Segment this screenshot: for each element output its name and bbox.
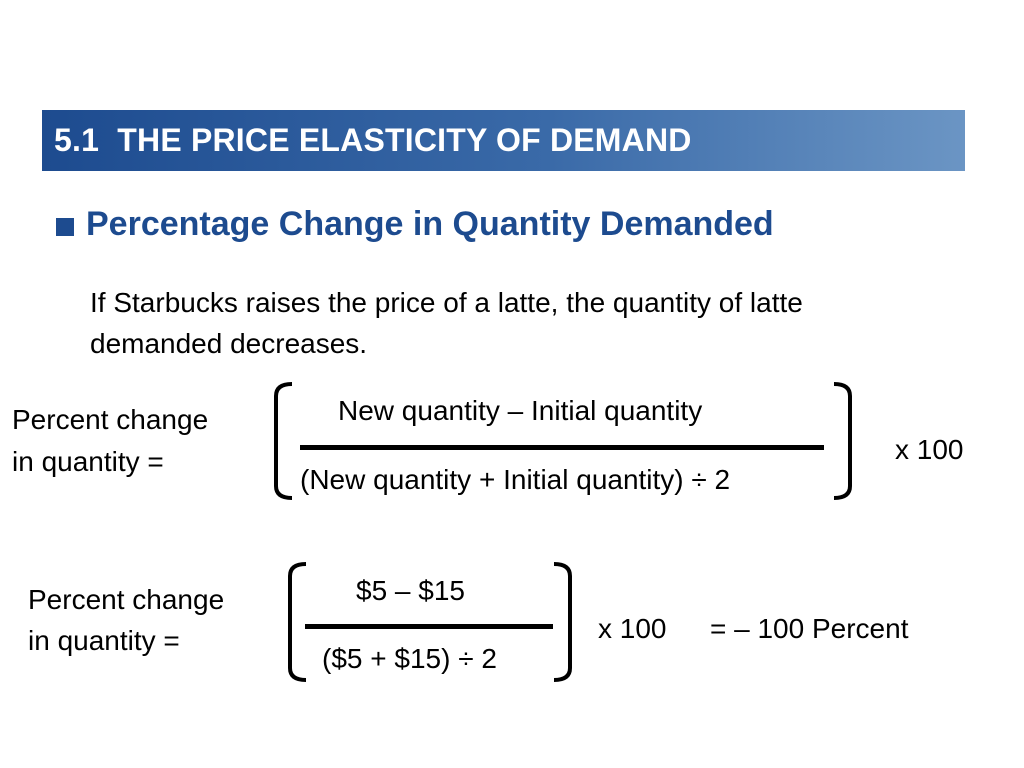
example-label-line1: Percent change	[28, 584, 225, 615]
example-denominator: ($5 + $15) ÷ 2	[322, 643, 497, 674]
formula-numerator: New quantity – Initial quantity	[338, 395, 703, 426]
example-numerator: $5 – $15	[356, 575, 465, 606]
example-result: = – 100 Percent	[710, 613, 909, 644]
section-title-banner: 5.1 THE PRICE ELASTICITY OF DEMAND	[42, 110, 965, 171]
left-bracket-icon	[288, 562, 307, 682]
left-bracket-icon	[274, 382, 293, 500]
slide-heading: Percentage Change in Quantity Demanded	[86, 205, 774, 243]
example-label-line2: in quantity =	[28, 625, 180, 656]
fraction-bar	[300, 445, 824, 450]
section-title: 5.1 THE PRICE ELASTICITY OF DEMAND	[54, 122, 692, 158]
square-bullet-icon	[56, 218, 74, 236]
right-bracket-icon	[833, 382, 852, 500]
formula-multiplier: x 100	[895, 434, 964, 465]
body-paragraph: If Starbucks raises the price of a latte…	[90, 287, 803, 359]
fraction-bar	[305, 624, 553, 629]
formula-label-line2: in quantity =	[12, 446, 164, 477]
example-multiplier: x 100	[598, 613, 667, 644]
formula-label-line1: Percent change	[12, 404, 209, 435]
formula-denominator: (New quantity + Initial quantity) ÷ 2	[300, 464, 731, 495]
right-bracket-icon	[553, 562, 572, 682]
